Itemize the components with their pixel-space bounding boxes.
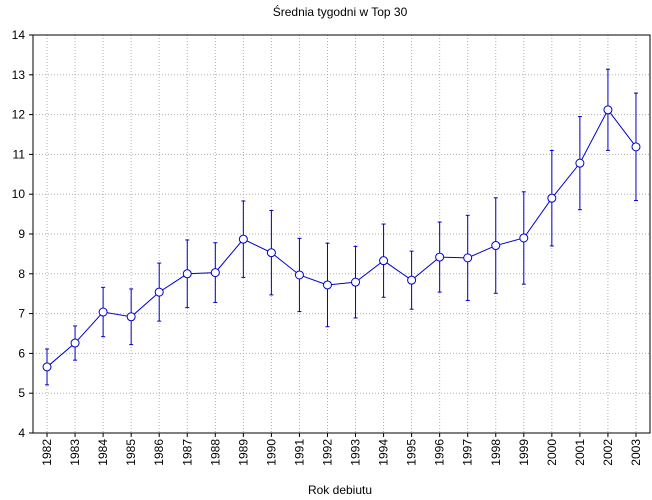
x-tick-label: 2001 (573, 439, 587, 466)
x-tick-label: 1989 (236, 439, 250, 466)
x-tick-label: 2003 (629, 439, 643, 466)
marker (266, 248, 276, 258)
x-tick-label: 1987 (180, 439, 194, 466)
y-tick-label: 13 (12, 68, 26, 82)
x-tick-label: 2002 (601, 439, 615, 466)
marker (351, 277, 361, 287)
x-tick-label: 1988 (208, 439, 222, 466)
marker (547, 193, 557, 203)
y-tick-label: 5 (18, 386, 25, 400)
y-tick-label: 7 (18, 307, 25, 321)
x-tick-label: 1996 (433, 439, 447, 466)
y-tick-label: 4 (18, 426, 25, 440)
x-tick-label: 1999 (517, 439, 531, 466)
x-tick-label: 1993 (349, 439, 363, 466)
marker (463, 253, 473, 263)
marker (631, 142, 641, 152)
x-axis-label: Rok debiutu (308, 483, 372, 497)
marker (575, 158, 585, 168)
x-tick-label: 1990 (264, 439, 278, 466)
x-tick-label: 2000 (545, 439, 559, 466)
x-tick-label: 1997 (461, 439, 475, 466)
y-tick-label: 10 (12, 187, 26, 201)
plot-frame (32, 34, 651, 434)
x-tick-label: 1986 (152, 439, 166, 466)
x-tick-label: 1998 (489, 439, 503, 466)
y-tick-label: 14 (12, 28, 26, 42)
marker (294, 270, 304, 280)
marker (379, 256, 389, 266)
y-tick-label: 8 (18, 267, 25, 281)
x-tick-label: 1992 (320, 439, 334, 466)
marker (435, 252, 445, 262)
marker (603, 105, 613, 115)
x-tick-label: 1985 (124, 439, 138, 466)
chart-title: Średnia tygodni w Top 30 (273, 4, 408, 19)
x-tick-label: 1994 (377, 439, 391, 466)
x-tick-label: 1982 (40, 439, 54, 466)
marker (407, 275, 417, 285)
y-tick-label: 6 (18, 346, 25, 360)
y-tick-label: 9 (18, 227, 25, 241)
marker (126, 312, 136, 322)
x-tick-label: 1995 (405, 439, 419, 466)
line (46, 108, 637, 368)
x-tick-label: 1983 (68, 439, 82, 466)
y-tick-label: 11 (13, 147, 26, 161)
marker (210, 268, 220, 278)
marker (519, 233, 529, 243)
marker (154, 287, 164, 297)
marker (70, 338, 80, 348)
marker (491, 241, 501, 251)
y-tick-label: 12 (12, 108, 26, 122)
marker (238, 234, 248, 244)
x-tick-label: 1984 (96, 439, 110, 466)
marker (42, 362, 52, 372)
marker (98, 307, 108, 317)
marker (322, 280, 332, 290)
x-tick-label: 1991 (292, 439, 306, 466)
marker (182, 269, 192, 279)
